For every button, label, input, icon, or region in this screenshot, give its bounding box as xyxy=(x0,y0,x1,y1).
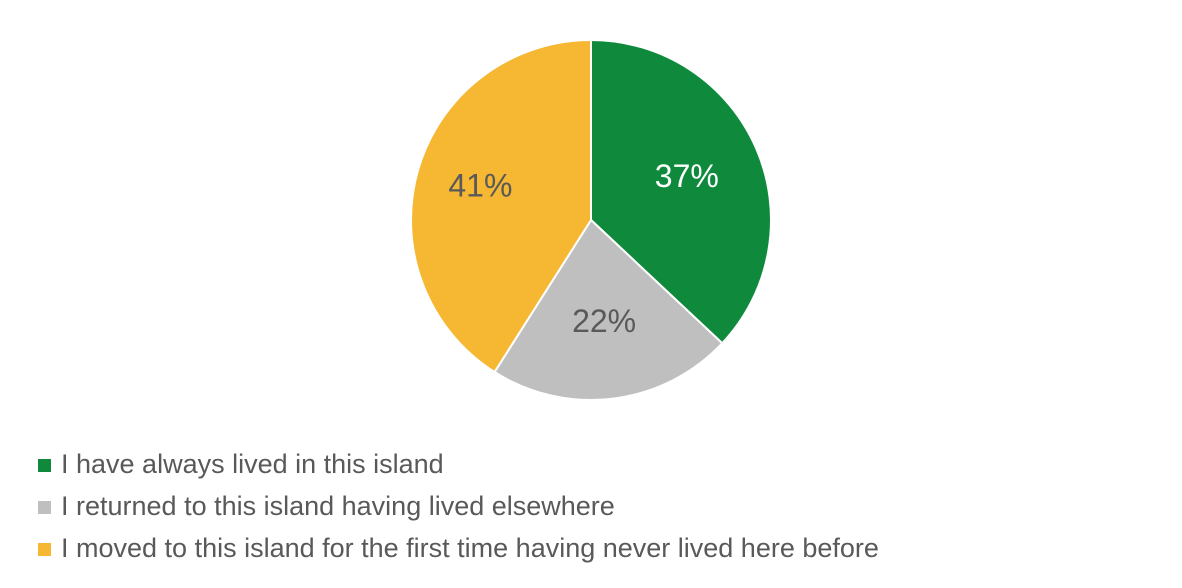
pie-slice-label-moved: 41% xyxy=(448,167,512,203)
legend: I have always lived in this island I retu… xyxy=(38,448,879,573)
pie-area: 37% 22% 41% xyxy=(0,0,1182,440)
pie-slice-label-returned: 22% xyxy=(572,303,636,339)
pie-chart: 37% 22% 41% xyxy=(401,30,781,410)
legend-label: I have always lived in this island xyxy=(61,448,444,482)
pie-slice-label-always: 37% xyxy=(655,158,719,194)
chart-container: 37% 22% 41% I have always lived in this is… xyxy=(0,0,1182,588)
legend-marker-icon xyxy=(38,459,51,472)
legend-label: I returned to this island having lived e… xyxy=(61,490,615,524)
legend-item: I returned to this island having lived e… xyxy=(38,490,879,524)
legend-item: I have always lived in this island xyxy=(38,448,879,482)
legend-label: I moved to this island for the first tim… xyxy=(61,532,879,566)
legend-item: I moved to this island for the first tim… xyxy=(38,532,879,566)
legend-marker-icon xyxy=(38,501,51,514)
legend-marker-icon xyxy=(38,543,51,556)
